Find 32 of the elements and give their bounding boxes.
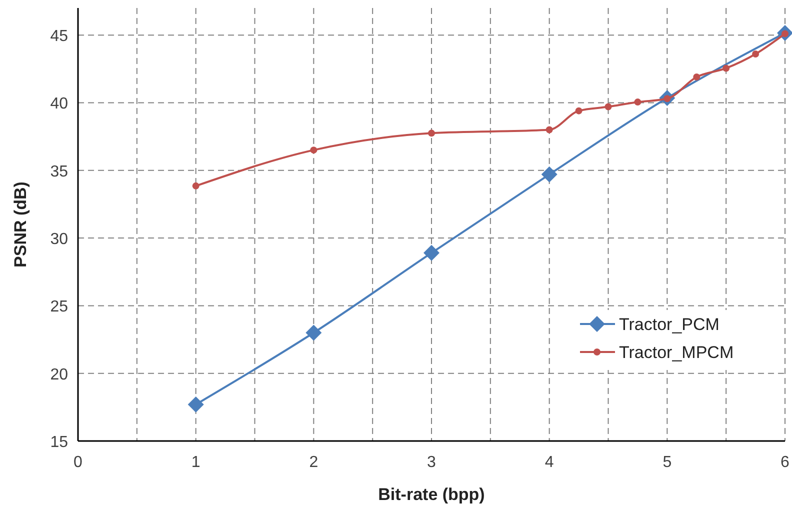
point bbox=[192, 182, 200, 190]
legend-label: Tractor_PCM bbox=[619, 315, 720, 334]
point bbox=[546, 126, 553, 134]
point bbox=[424, 244, 440, 261]
y-tick-label: 20 bbox=[50, 366, 68, 384]
y-tick-label: 30 bbox=[50, 231, 68, 248]
point bbox=[188, 396, 204, 412]
point bbox=[310, 146, 318, 154]
x-tick-label: 3 bbox=[427, 454, 436, 471]
point bbox=[541, 166, 558, 182]
x-tick-label: 4 bbox=[544, 454, 554, 471]
point bbox=[722, 64, 730, 72]
point bbox=[634, 98, 642, 106]
y-tick-label: 15 bbox=[50, 434, 68, 451]
x-axis-title: Bit-rate (bpp) bbox=[378, 485, 485, 504]
y-tick-label: 45 bbox=[50, 28, 68, 46]
x-tick-label: 5 bbox=[662, 454, 672, 471]
y-tick-label: 40 bbox=[50, 96, 68, 113]
point bbox=[604, 103, 612, 110]
x-tick-label: 0 bbox=[74, 454, 83, 471]
point bbox=[693, 74, 700, 81]
legend-label: Tractor_MPCM bbox=[619, 343, 734, 362]
point bbox=[428, 130, 435, 137]
x-tick-label: 1 bbox=[191, 454, 200, 471]
y-tick-label: 35 bbox=[50, 163, 68, 180]
y-tick-label: 25 bbox=[50, 298, 68, 316]
x-tick-label: 2 bbox=[309, 454, 318, 471]
point bbox=[575, 107, 582, 114]
y-axis-title: PSNR (dB) bbox=[11, 182, 30, 268]
point bbox=[306, 324, 322, 341]
x-tick-label: 6 bbox=[780, 454, 790, 471]
point bbox=[752, 50, 760, 58]
